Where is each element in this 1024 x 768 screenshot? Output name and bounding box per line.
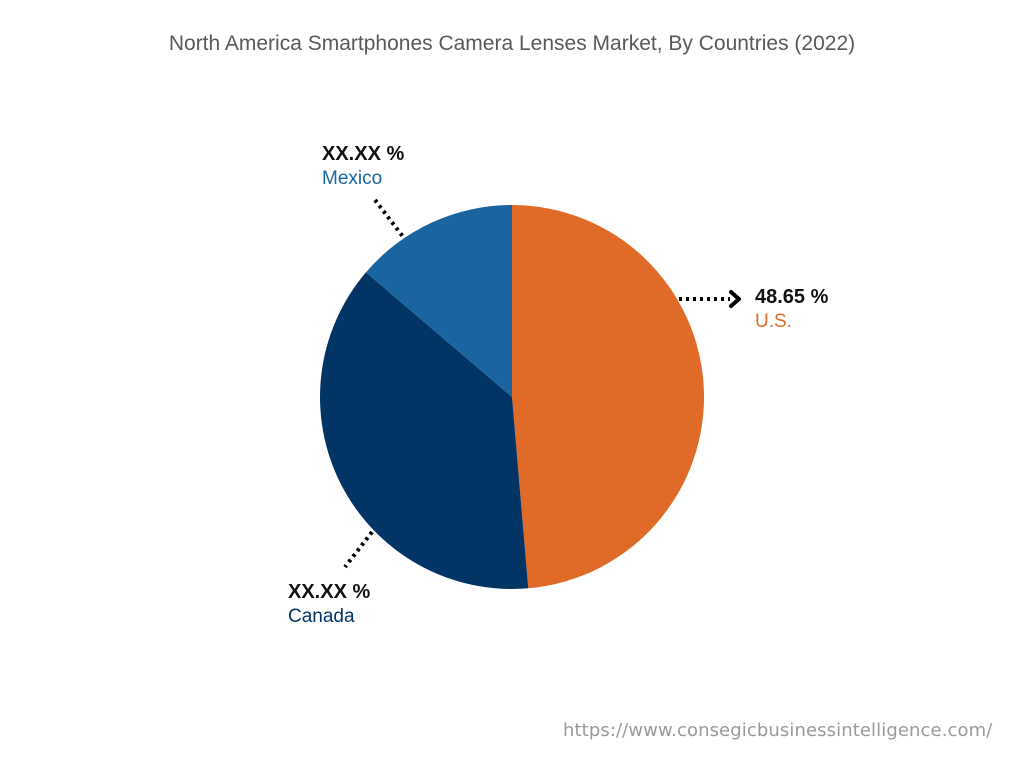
chart-title: North America Smartphones Camera Lenses … <box>168 32 856 55</box>
mexico-name: Mexico <box>322 168 383 189</box>
label-canada: XX.XX % Canada <box>288 581 370 628</box>
canada-leader-line <box>343 530 374 569</box>
mexico-value: XX.XX % <box>322 143 405 165</box>
pie-slice-canada <box>319 272 529 589</box>
canada-name: Canada <box>288 606 355 627</box>
pie-slice-us <box>512 205 704 589</box>
mexico-leader-line <box>373 198 406 240</box>
us-name: U.S. <box>755 311 792 332</box>
canada-value: XX.XX % <box>288 581 371 603</box>
arrow-right-icon <box>729 290 741 308</box>
label-us: 48.65 % U.S. <box>755 286 828 333</box>
pie-slice-mexico <box>366 205 512 397</box>
label-mexico: XX.XX % Mexico <box>322 143 404 190</box>
us-value: 48.65 % <box>755 286 829 308</box>
source-url: https://www.consegicbusinessintelligence… <box>563 720 993 741</box>
